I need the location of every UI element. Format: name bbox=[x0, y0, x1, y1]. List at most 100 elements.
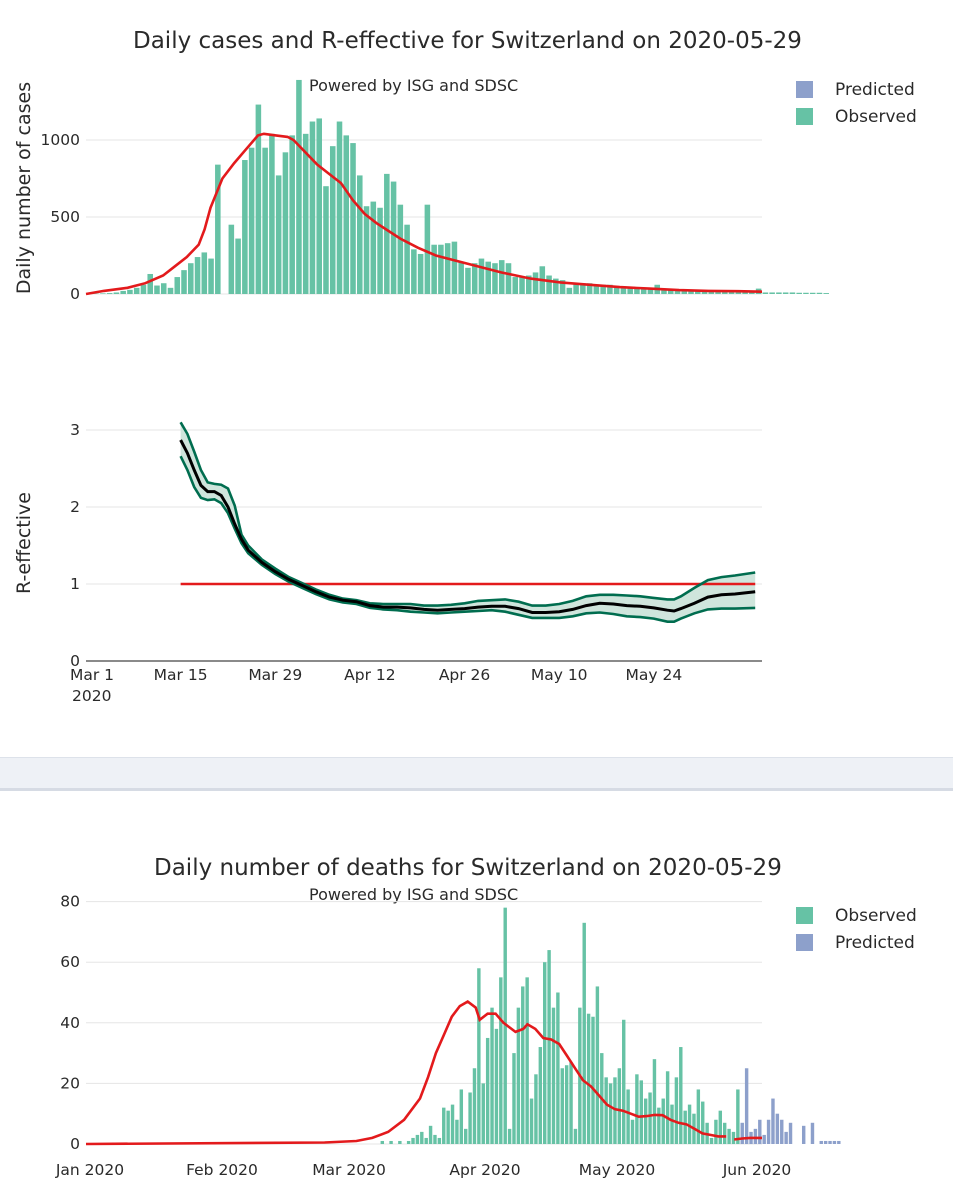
deaths-bar bbox=[608, 1083, 613, 1144]
legend-item-observed[interactable]: Observed bbox=[796, 103, 917, 130]
deaths-bar bbox=[538, 1047, 543, 1144]
deaths-bar bbox=[455, 1119, 459, 1144]
deaths-predicted-bar bbox=[740, 1122, 744, 1144]
cases-bar bbox=[390, 181, 397, 294]
deaths-xtick: Jun 2020 bbox=[722, 1161, 792, 1179]
deaths-ytick: 80 bbox=[60, 893, 80, 911]
cases-bar bbox=[282, 152, 289, 294]
deaths-bar bbox=[665, 1071, 670, 1144]
cases-bar bbox=[471, 263, 478, 294]
deaths-ytick: 40 bbox=[60, 1014, 80, 1032]
legend-item-observed-deaths[interactable]: Observed bbox=[796, 902, 917, 929]
cases-bar bbox=[343, 135, 350, 294]
deaths-predicted-bar bbox=[801, 1125, 806, 1144]
predicted-swatch bbox=[796, 81, 813, 98]
cases-bar bbox=[120, 290, 126, 294]
cases-bar bbox=[147, 273, 153, 294]
legend-label-predicted: Predicted bbox=[835, 79, 915, 100]
cases-bar bbox=[566, 287, 573, 294]
cases-bar bbox=[532, 272, 539, 294]
cases-bar bbox=[735, 291, 742, 294]
deaths-bar bbox=[490, 1007, 494, 1144]
cases-bar bbox=[397, 204, 404, 294]
reff-ylabel: R-effective bbox=[13, 492, 35, 594]
reff-ytick: 0 bbox=[70, 652, 80, 670]
deaths-bar bbox=[604, 1077, 608, 1144]
deaths-predicted-bar bbox=[819, 1140, 823, 1144]
cases-bar bbox=[106, 293, 113, 294]
deaths-predicted-bar bbox=[837, 1140, 841, 1144]
cases-bar bbox=[722, 290, 728, 294]
deaths-bar bbox=[472, 1068, 477, 1144]
reff-ytick: 2 bbox=[70, 498, 80, 516]
deaths-bar bbox=[687, 1104, 692, 1144]
deaths-bar bbox=[463, 1128, 468, 1144]
reff-xtick: Mar 29 bbox=[248, 666, 302, 684]
deaths-bar bbox=[485, 1037, 490, 1144]
deaths-bar bbox=[736, 1089, 740, 1144]
cases-bar bbox=[404, 224, 410, 294]
cases-bar bbox=[553, 278, 559, 294]
deaths-xtick: Jan 2020 bbox=[55, 1161, 124, 1179]
deaths-bar bbox=[534, 1074, 538, 1144]
deaths-bar bbox=[411, 1137, 415, 1144]
reff-xtick: Mar 1 bbox=[70, 666, 114, 684]
deaths-bar bbox=[613, 1077, 617, 1144]
cases-bar bbox=[465, 267, 471, 294]
cases-bar bbox=[762, 292, 769, 294]
deaths-bar bbox=[635, 1074, 639, 1144]
legend-item-predicted-deaths[interactable]: Predicted bbox=[796, 929, 917, 956]
deaths-predicted-bar bbox=[758, 1119, 762, 1144]
legend-item-predicted[interactable]: Predicted bbox=[796, 76, 917, 103]
cases-bar bbox=[208, 258, 214, 294]
deaths-bar bbox=[380, 1140, 385, 1144]
cases-bar bbox=[613, 286, 620, 294]
deaths-bar bbox=[477, 968, 481, 1144]
deaths-bar bbox=[459, 1089, 464, 1144]
cases-bar bbox=[728, 291, 735, 294]
deaths-bar bbox=[648, 1092, 652, 1144]
cases-bar bbox=[796, 292, 802, 294]
cases-bar bbox=[526, 275, 532, 294]
cases-bar bbox=[505, 263, 512, 294]
deaths-bar bbox=[406, 1140, 411, 1144]
cases-bar bbox=[667, 289, 674, 294]
cases-bar bbox=[127, 289, 133, 294]
cases-bar bbox=[647, 287, 654, 294]
deaths-bar bbox=[450, 1104, 455, 1144]
deaths-bar bbox=[512, 1053, 516, 1144]
cases-bar bbox=[188, 263, 194, 294]
deaths-bar bbox=[573, 1128, 578, 1144]
observed-deaths-swatch bbox=[796, 907, 813, 924]
deaths-predicted-bar bbox=[810, 1122, 815, 1144]
cases-bar bbox=[417, 253, 424, 294]
cases-bar bbox=[593, 284, 600, 294]
cases-bar bbox=[458, 261, 464, 294]
cases-bar bbox=[681, 290, 688, 294]
deaths-chart-subtitle: Powered by ISG and SDSC bbox=[309, 885, 519, 904]
cases-bar bbox=[154, 285, 160, 294]
deaths-bar bbox=[481, 1083, 485, 1144]
cases-bar bbox=[316, 118, 322, 294]
legend-label-observed: Observed bbox=[835, 106, 917, 127]
cases-bar bbox=[607, 284, 613, 294]
deaths-legend[interactable]: Observed Predicted bbox=[796, 902, 917, 956]
cases-bar bbox=[492, 263, 498, 294]
cases-bar bbox=[782, 292, 789, 294]
deaths-bar bbox=[679, 1047, 683, 1144]
cases-bar bbox=[715, 291, 721, 294]
cases-chart-subtitle: Powered by ISG and SDSC bbox=[309, 76, 519, 95]
cases-bar bbox=[661, 289, 667, 294]
legend-label-predicted-deaths: Predicted bbox=[835, 932, 915, 953]
deaths-bar bbox=[556, 992, 560, 1144]
cases-bar bbox=[512, 277, 519, 294]
deaths-bar bbox=[424, 1137, 428, 1144]
cases-legend[interactable]: Predicted Observed bbox=[796, 76, 917, 130]
deaths-bar bbox=[731, 1131, 736, 1144]
cases-bar bbox=[201, 252, 208, 294]
cases-bar bbox=[275, 175, 282, 294]
deaths-xtick: Feb 2020 bbox=[186, 1161, 258, 1179]
cases-bar bbox=[809, 292, 816, 294]
cases-bar bbox=[248, 147, 255, 294]
